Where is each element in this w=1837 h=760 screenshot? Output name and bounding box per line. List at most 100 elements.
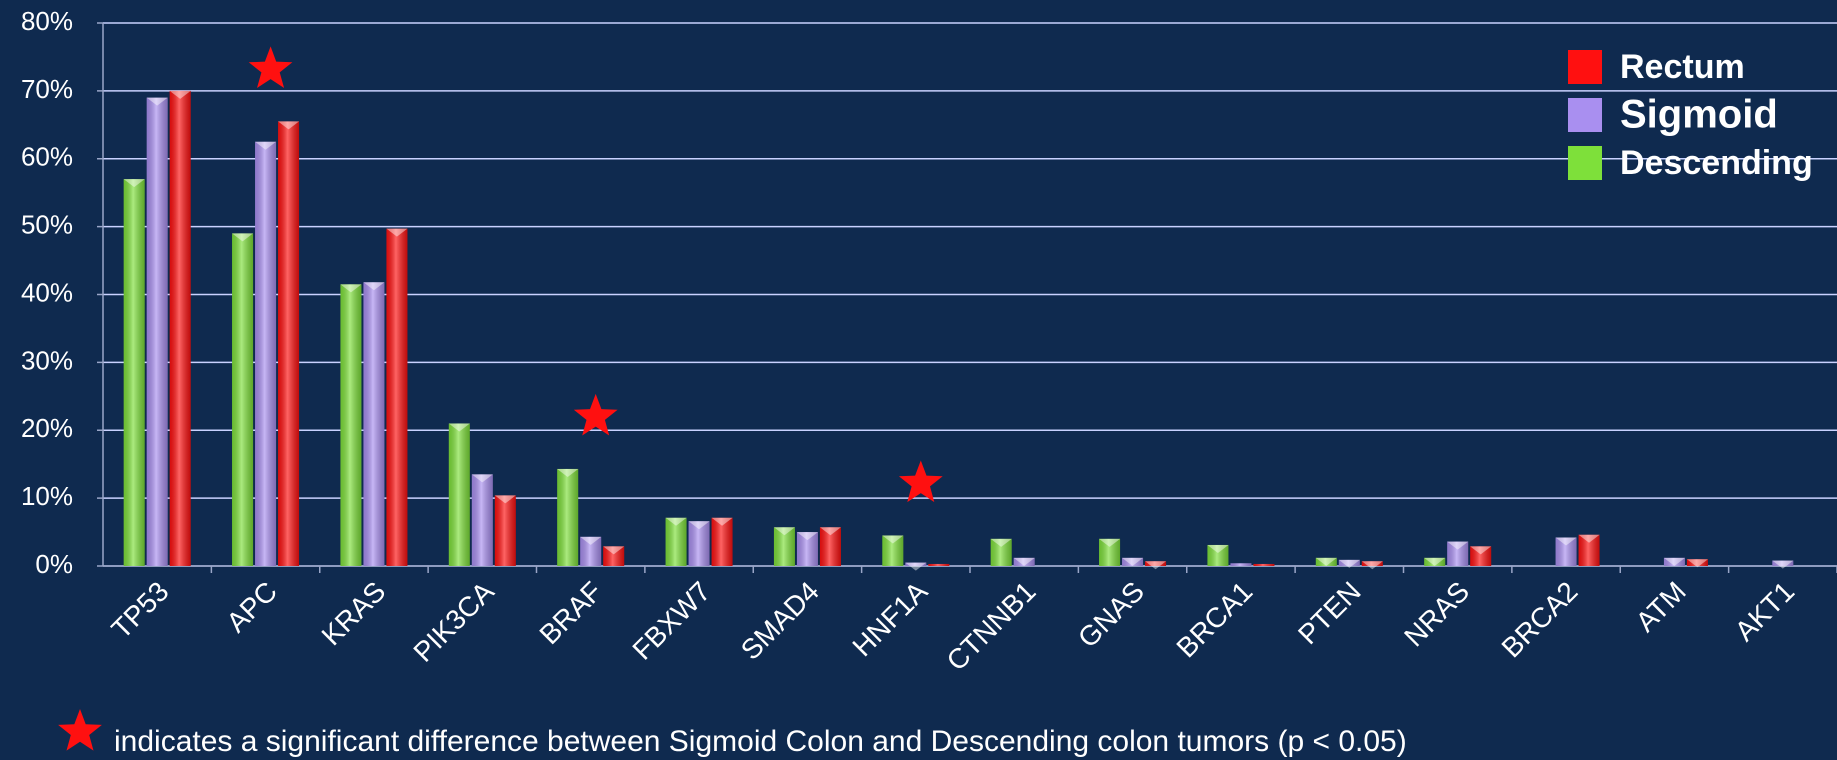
bar-shade	[688, 521, 710, 566]
annotation-star	[58, 709, 102, 751]
y-tick-label: 0%	[35, 549, 73, 579]
y-tick-label: 10%	[21, 481, 73, 511]
bar-cap	[494, 495, 516, 504]
bar-shade	[1099, 538, 1121, 566]
bar-shade	[990, 538, 1012, 566]
bar-shade	[665, 517, 687, 566]
y-tick-label: 30%	[21, 345, 73, 375]
bar-shade	[1338, 559, 1360, 566]
bar-shade	[796, 532, 818, 566]
bar-shade	[928, 563, 950, 566]
bar-shade	[1447, 541, 1469, 566]
bar-shade	[711, 517, 733, 566]
legend-label: Rectum	[1620, 48, 1745, 86]
y-tick-label: 70%	[21, 74, 73, 104]
bar-shade	[603, 546, 625, 566]
bar-shade	[386, 228, 408, 566]
bar-shade	[819, 527, 841, 566]
legend-swatch	[1568, 146, 1602, 180]
bar-shade	[1772, 560, 1794, 566]
bar-shade	[773, 527, 795, 566]
bar-shade	[1470, 546, 1492, 566]
bar-shade	[1230, 563, 1252, 566]
bar-cap	[1207, 544, 1229, 553]
bar-cap	[278, 121, 300, 130]
y-tick-label: 80%	[21, 6, 73, 36]
legend-label: Descending	[1620, 144, 1813, 182]
bar-cap	[471, 474, 493, 483]
bar-cap	[1447, 541, 1469, 550]
bar-cap	[580, 536, 602, 545]
bar-shade	[471, 474, 493, 566]
bar-cap	[1663, 557, 1685, 566]
bar-shade	[448, 423, 470, 566]
bar-cap	[1099, 538, 1121, 547]
bar-cap	[386, 228, 408, 237]
bar-shade	[1555, 537, 1577, 566]
bar-cap	[1315, 557, 1337, 566]
bar-shade	[146, 97, 168, 566]
bar-shade	[1424, 557, 1446, 566]
bar-shade	[278, 121, 300, 566]
bar-cap	[688, 521, 710, 530]
bar-shade	[1315, 557, 1337, 566]
bar-cap	[882, 535, 904, 544]
bar-cap	[363, 282, 385, 291]
bar-cap	[1361, 561, 1383, 570]
bar-shade	[340, 284, 362, 566]
bar-shade	[123, 179, 145, 567]
bar-cap	[796, 532, 818, 541]
bar-shade	[1663, 557, 1685, 566]
bar-shade	[1578, 534, 1600, 566]
bar-cap	[146, 97, 168, 106]
bar-cap	[1555, 537, 1577, 546]
bar-cap	[773, 527, 795, 536]
y-tick-label: 40%	[21, 277, 73, 307]
bar-shade	[1253, 563, 1275, 566]
bar-shade	[1207, 544, 1229, 566]
bar-cap	[169, 90, 191, 99]
annotation: indicates a significant difference betwe…	[114, 725, 1407, 758]
bar-shade	[580, 536, 602, 566]
bar-shade	[905, 562, 927, 566]
bar-shade	[1686, 559, 1708, 566]
significance-star	[898, 460, 943, 503]
bar-shade	[494, 495, 516, 566]
bar-shade	[557, 468, 579, 566]
bar-shade	[169, 90, 191, 566]
bar-cap	[819, 527, 841, 536]
bar-cap	[1122, 557, 1144, 566]
bar-shade	[882, 535, 904, 566]
bar-shade	[1361, 561, 1383, 566]
legend-label: Sigmoid	[1620, 93, 1778, 137]
bar-cap	[557, 468, 579, 477]
legend-swatch	[1568, 98, 1602, 132]
bar-cap	[123, 179, 145, 188]
significance-star	[573, 393, 618, 436]
bar-cap	[255, 141, 277, 150]
bar-cap	[603, 546, 625, 555]
y-tick-label: 60%	[21, 142, 73, 172]
bar-cap	[1338, 559, 1360, 568]
bar-cap	[1145, 561, 1167, 570]
significance-star	[248, 46, 293, 88]
y-tick-label: 20%	[21, 413, 73, 443]
bar-shade	[232, 233, 254, 566]
y-tick-label: 50%	[21, 210, 73, 240]
bar-cap	[232, 233, 254, 242]
bar-cap	[1013, 557, 1035, 566]
bar-cap	[1772, 560, 1794, 569]
bar-cap	[1686, 559, 1708, 568]
bar-cap	[1578, 534, 1600, 543]
bar-cap	[990, 538, 1012, 547]
bar-shade	[1013, 557, 1035, 566]
legend-swatch	[1568, 50, 1602, 84]
bar-cap	[1424, 557, 1446, 566]
bar-cap	[448, 423, 470, 432]
bar-shade	[255, 141, 277, 566]
bar-cap	[711, 517, 733, 526]
bar-cap	[1470, 546, 1492, 555]
bar-cap	[340, 284, 362, 293]
